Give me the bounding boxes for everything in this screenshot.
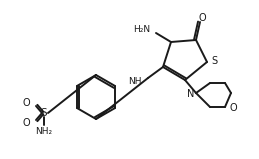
Text: H₂N: H₂N (133, 25, 150, 35)
Text: S: S (211, 56, 217, 66)
Text: S: S (41, 108, 47, 118)
Text: O: O (198, 13, 206, 23)
Text: NH₂: NH₂ (35, 127, 53, 135)
Text: NH: NH (128, 77, 142, 86)
Text: O: O (22, 118, 30, 128)
Text: N: N (187, 89, 194, 99)
Text: O: O (230, 103, 238, 113)
Text: O: O (22, 98, 30, 108)
